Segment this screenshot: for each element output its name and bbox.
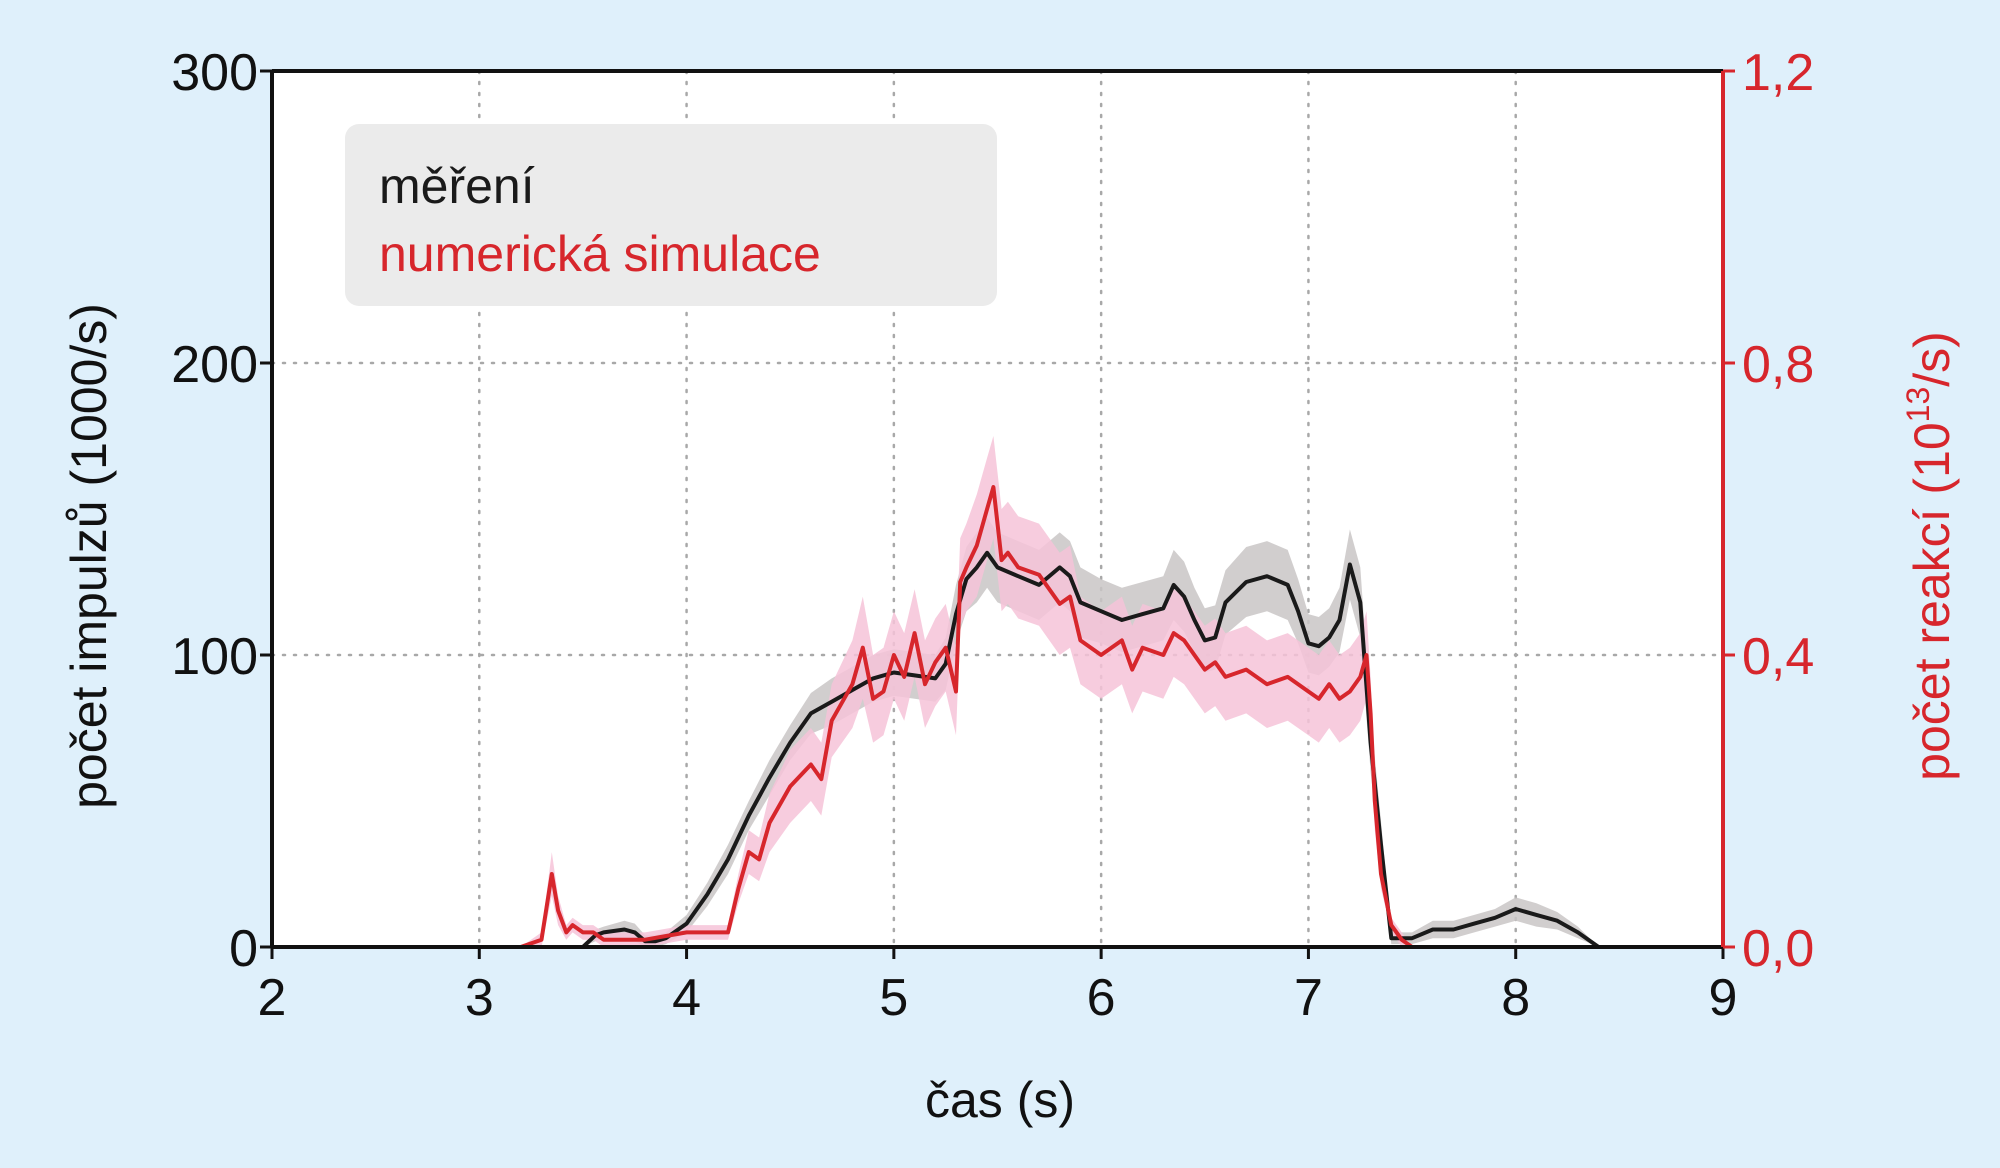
axis-ticks: 2 3 4 5 6 7 8 9 0 100 200 300 0,0 0,4 0,8 1,2 <box>171 44 1814 1027</box>
x-tick-label: 8 <box>1501 969 1530 1027</box>
x-tick-label: 3 <box>465 969 494 1027</box>
measurement-line <box>272 550 1723 949</box>
y-right-tick-label: 1,2 <box>1742 44 1814 102</box>
y-left-tick-label: 200 <box>171 336 258 394</box>
right-axis-title-superscript: 13 <box>1900 387 1936 423</box>
series-lines <box>272 485 1723 949</box>
y-right-tick-label: 0,0 <box>1742 920 1814 978</box>
right-axis-title: počet reakcí (1013/s) <box>1900 331 1960 781</box>
y-right-tick-label: 0,8 <box>1742 336 1814 394</box>
x-tick-label: 2 <box>258 969 287 1027</box>
legend-box <box>345 124 997 306</box>
y-left-tick-label: 300 <box>171 44 258 102</box>
legend-entry-measurement: měření <box>379 158 535 214</box>
y-right-tick-label: 0,4 <box>1742 628 1814 686</box>
left-axis-title: počet impulzů (1000/s) <box>61 303 117 809</box>
y-left-tick-label: 100 <box>171 628 258 686</box>
right-axis-title-end: /s) <box>1904 331 1960 387</box>
simulation-line <box>272 485 1723 949</box>
right-axis-title-main: počet reakcí (10 <box>1904 422 1960 781</box>
x-tick-label: 4 <box>672 969 701 1027</box>
x-tick-label: 9 <box>1709 969 1738 1027</box>
y-left-tick-label: 0 <box>229 920 258 978</box>
legend-entry-simulation: numerická simulace <box>379 226 821 282</box>
x-tick-label: 7 <box>1294 969 1323 1027</box>
x-tick-label: 6 <box>1087 969 1116 1027</box>
x-axis-title: čas (s) <box>925 1072 1075 1128</box>
x-tick-label: 5 <box>879 969 908 1027</box>
